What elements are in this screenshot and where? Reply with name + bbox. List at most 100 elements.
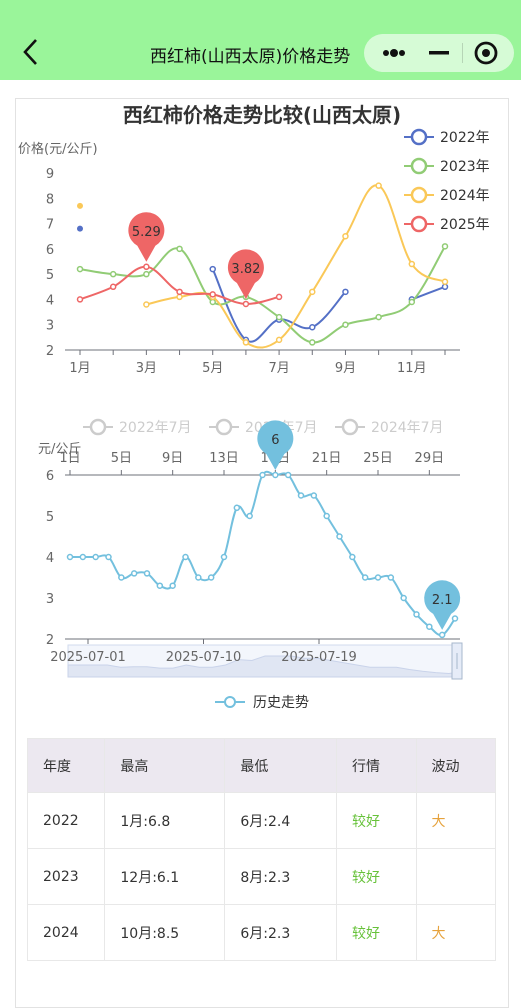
data-point[interactable]	[109, 283, 117, 291]
data-point[interactable]	[375, 313, 382, 321]
pin-label: 2.1	[432, 593, 453, 608]
data-point[interactable]	[76, 265, 84, 273]
data-point[interactable]	[441, 243, 449, 250]
data-point[interactable]	[176, 293, 183, 301]
target-close-icon	[474, 41, 498, 65]
top-tick-label: 5日	[111, 451, 132, 466]
data-point[interactable]	[182, 553, 189, 561]
data-point[interactable]	[207, 574, 215, 581]
y-tick-label: 8	[46, 192, 54, 207]
data-point[interactable]	[309, 323, 316, 331]
data-point[interactable]	[176, 245, 183, 253]
legend-item-inactive[interactable]: 2024年7月	[335, 418, 444, 436]
data-point[interactable]	[77, 225, 83, 232]
y-tick-label: 6	[46, 469, 54, 484]
data-point[interactable]	[275, 313, 283, 321]
data-point[interactable]	[118, 574, 125, 581]
data-point[interactable]	[156, 582, 164, 589]
data-point[interactable]	[451, 615, 459, 622]
minimize-button[interactable]	[414, 34, 464, 72]
data-point[interactable]	[441, 278, 449, 285]
data-point[interactable]	[209, 298, 216, 306]
min-marker-pin: 3.82	[227, 249, 264, 299]
data-point[interactable]	[426, 623, 433, 630]
legend-item[interactable]: 2025年	[404, 215, 490, 233]
x-tick-label: 11月	[397, 361, 427, 376]
data-point[interactable]	[408, 298, 416, 306]
data-point[interactable]	[109, 270, 117, 278]
y-tick-label: 7	[46, 218, 54, 233]
data-point[interactable]	[374, 574, 382, 581]
data-point[interactable]	[169, 582, 176, 589]
chart-title: 西红柿价格走势比较(山西太原)	[123, 103, 401, 127]
data-point[interactable]	[242, 300, 250, 308]
data-point[interactable]	[66, 553, 74, 561]
data-point[interactable]	[143, 301, 150, 308]
data-point[interactable]	[309, 339, 316, 346]
pin-label: 3.82	[231, 262, 260, 277]
legend-item[interactable]: 2023年	[404, 157, 490, 175]
x-tick-label: 1月	[69, 361, 90, 376]
series-legend[interactable]: 历史走势	[215, 695, 309, 711]
capsule-divider	[462, 43, 463, 63]
data-point[interactable]	[105, 553, 112, 561]
pin-label: 5.29	[132, 225, 161, 240]
data-point[interactable]	[130, 570, 138, 577]
legend-item-inactive[interactable]: 2022年7月	[83, 418, 192, 436]
column-header: 行情	[336, 738, 417, 793]
more-button[interactable]	[368, 34, 418, 72]
data-point[interactable]	[441, 283, 449, 291]
data-point[interactable]	[375, 182, 382, 189]
data-point[interactable]	[408, 260, 416, 268]
data-point[interactable]	[275, 293, 283, 301]
data-point[interactable]	[342, 232, 349, 240]
min-cell: 8月:2.3	[224, 848, 338, 905]
data-point[interactable]	[242, 339, 250, 346]
data-point[interactable]	[309, 288, 316, 296]
market-cell: 较好	[336, 792, 417, 849]
data-point[interactable]	[413, 611, 420, 618]
data-point[interactable]	[400, 594, 407, 602]
data-point[interactable]	[143, 570, 151, 577]
data-point[interactable]	[176, 288, 183, 296]
data-point[interactable]	[92, 553, 99, 561]
legend-label: 2024年	[440, 188, 490, 204]
data-point[interactable]	[77, 202, 83, 209]
data-point[interactable]	[246, 512, 253, 520]
data-point[interactable]	[76, 296, 84, 303]
data-point[interactable]	[209, 291, 216, 298]
top-tick-label: 13日	[209, 451, 239, 466]
data-point[interactable]	[349, 553, 356, 561]
close-button[interactable]	[462, 34, 512, 72]
data-point[interactable]	[336, 533, 343, 540]
series-line	[69, 470, 456, 637]
column-header: 最低	[224, 738, 338, 793]
data-point[interactable]	[323, 512, 330, 520]
y-tick-label: 3	[46, 319, 54, 334]
data-point[interactable]	[310, 492, 318, 499]
legend-item[interactable]: 2022年	[404, 128, 490, 146]
back-arrow-icon[interactable]	[14, 34, 50, 70]
data-point[interactable]	[284, 471, 292, 479]
top-tick-label: 29日	[415, 451, 445, 466]
data-point[interactable]	[79, 553, 87, 561]
data-point[interactable]	[195, 574, 202, 581]
summary-table: 年度 最高 最低 行情 波动 2022 1月:6.8 6月:2.4 较好大 2023 12月:6.…	[26, 738, 497, 961]
data-point[interactable]	[342, 321, 349, 328]
data-point[interactable]	[143, 263, 150, 271]
data-point[interactable]	[387, 574, 395, 581]
data-point[interactable]	[361, 574, 369, 581]
top-tick-label: 1日	[59, 451, 80, 466]
data-point[interactable]	[272, 471, 279, 479]
data-point[interactable]	[342, 288, 349, 296]
data-point[interactable]	[143, 270, 150, 278]
data-point[interactable]	[233, 504, 241, 512]
data-point[interactable]	[438, 631, 446, 639]
data-point[interactable]	[209, 265, 216, 273]
data-point[interactable]	[220, 553, 228, 561]
legend-item[interactable]: 2024年	[404, 186, 490, 204]
data-point[interactable]	[259, 471, 266, 479]
series-line	[146, 184, 446, 349]
data-point[interactable]	[275, 336, 283, 344]
data-point[interactable]	[297, 492, 305, 499]
